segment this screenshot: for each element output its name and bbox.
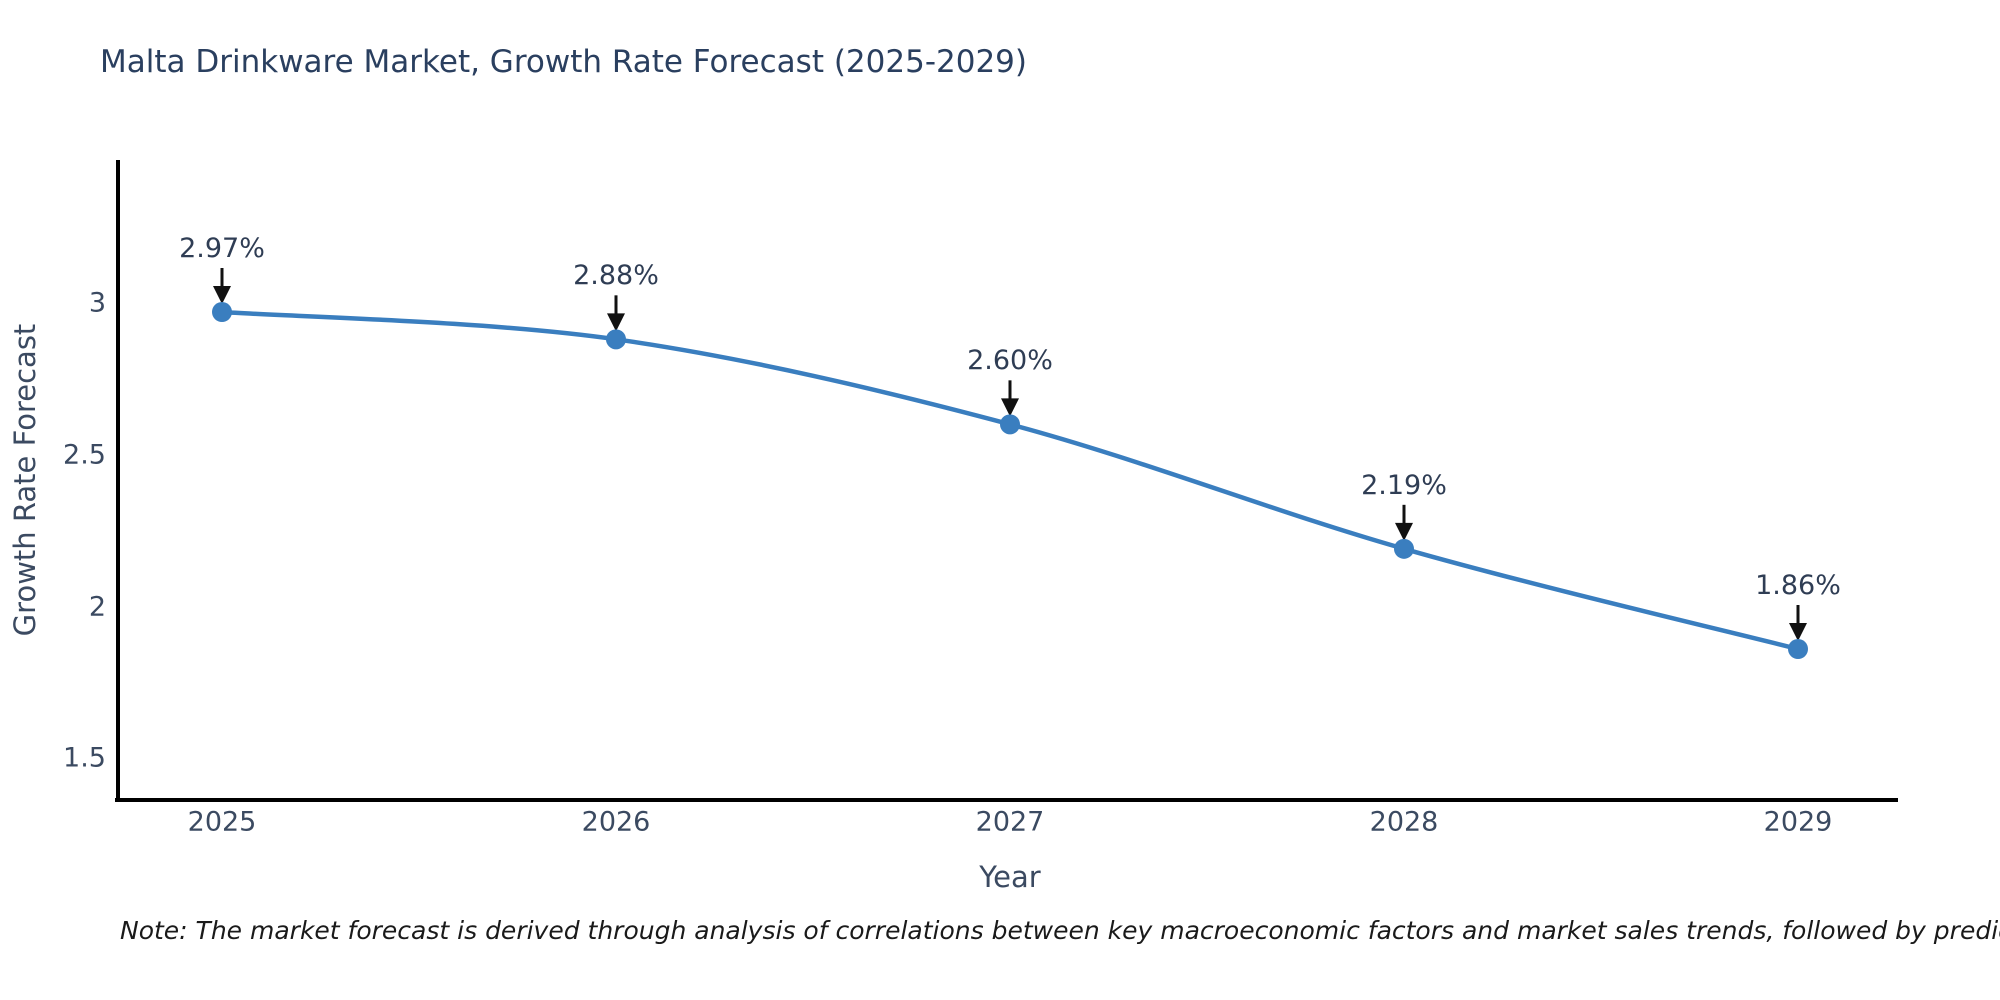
- annotation-arrowhead: [1789, 623, 1807, 642]
- data-point-2027[interactable]: [1000, 414, 1020, 435]
- x-axis-title: Year: [979, 860, 1041, 894]
- x-tick-label-2028: 2028: [1369, 806, 1439, 838]
- x-tick-label-2029: 2029: [1763, 806, 1833, 838]
- annotation-label-2028: 2.19%: [1361, 469, 1447, 501]
- annotation-arrowhead: [607, 313, 625, 332]
- annotation-label-2025: 2.97%: [179, 233, 265, 264]
- data-point-2026[interactable]: [606, 329, 626, 350]
- x-tick-label-2025: 2025: [187, 806, 257, 838]
- x-tick-label-2027: 2027: [975, 806, 1045, 838]
- annotation-arrowhead: [213, 286, 231, 305]
- data-point-2029[interactable]: [1788, 639, 1808, 660]
- data-point-2028[interactable]: [1394, 538, 1414, 559]
- annotation-arrowhead: [1001, 398, 1019, 417]
- y-axis-title: Growth Rate Forecast: [8, 323, 42, 637]
- annotation-label-2026: 2.88%: [573, 260, 659, 292]
- annotation-label-2027: 2.60%: [967, 345, 1053, 377]
- y-tick-label-2: 2: [88, 591, 106, 622]
- annotation-arrowhead: [1395, 522, 1413, 541]
- annotation-label-2029: 1.86%: [1755, 570, 1841, 601]
- y-tick-label-2.5: 2.5: [63, 439, 106, 471]
- data-point-2025[interactable]: [212, 302, 232, 323]
- x-tick-label-2026: 2026: [581, 806, 651, 838]
- footnote: Note: The market forecast is derived thr…: [120, 916, 2000, 945]
- y-tick-label-3: 3: [88, 287, 106, 319]
- chart-title: Malta Drinkware Market, Growth Rate Fore…: [100, 44, 1027, 80]
- y-tick-label-1.5: 1.5: [63, 742, 106, 774]
